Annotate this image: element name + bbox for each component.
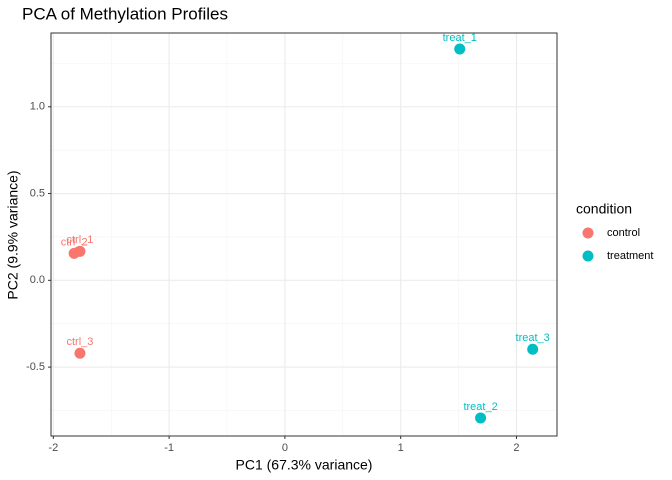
point-label: ctrl_2	[61, 236, 88, 248]
point	[68, 247, 80, 259]
point	[74, 347, 86, 359]
y-axis-title: PC2 (9.9% variance)	[5, 170, 21, 299]
y-tick-label: 1.0	[30, 101, 45, 113]
point	[527, 343, 539, 355]
panel-border	[50, 32, 558, 437]
point-label: treat_1	[443, 32, 477, 44]
legend-title: condition	[576, 201, 632, 217]
point-label: ctrl_3	[66, 336, 93, 348]
legend-swatch	[582, 250, 594, 262]
x-tick-label: -2	[48, 442, 58, 454]
point	[475, 412, 487, 424]
x-tick-label: 2	[513, 442, 519, 454]
y-tick-label: 0.0	[30, 274, 45, 286]
x-tick-label: 0	[282, 442, 288, 454]
x-tick-label: -1	[164, 442, 174, 454]
legend-label: control	[607, 227, 640, 239]
point-label: treat_3	[516, 332, 550, 344]
y-tick-label: -0.5	[26, 361, 45, 373]
point-label: treat_2	[463, 401, 497, 413]
x-axis-title: PC1 (67.3% variance)	[236, 457, 373, 473]
legend-label: treatment	[607, 250, 653, 262]
y-tick-label: 0.5	[30, 187, 45, 199]
chart-title: PCA of Methylation Profiles	[22, 4, 228, 23]
point	[454, 43, 466, 55]
legend-swatch	[582, 227, 594, 239]
point-label: ctrl_1	[66, 234, 93, 246]
x-tick-label: 1	[398, 442, 404, 454]
